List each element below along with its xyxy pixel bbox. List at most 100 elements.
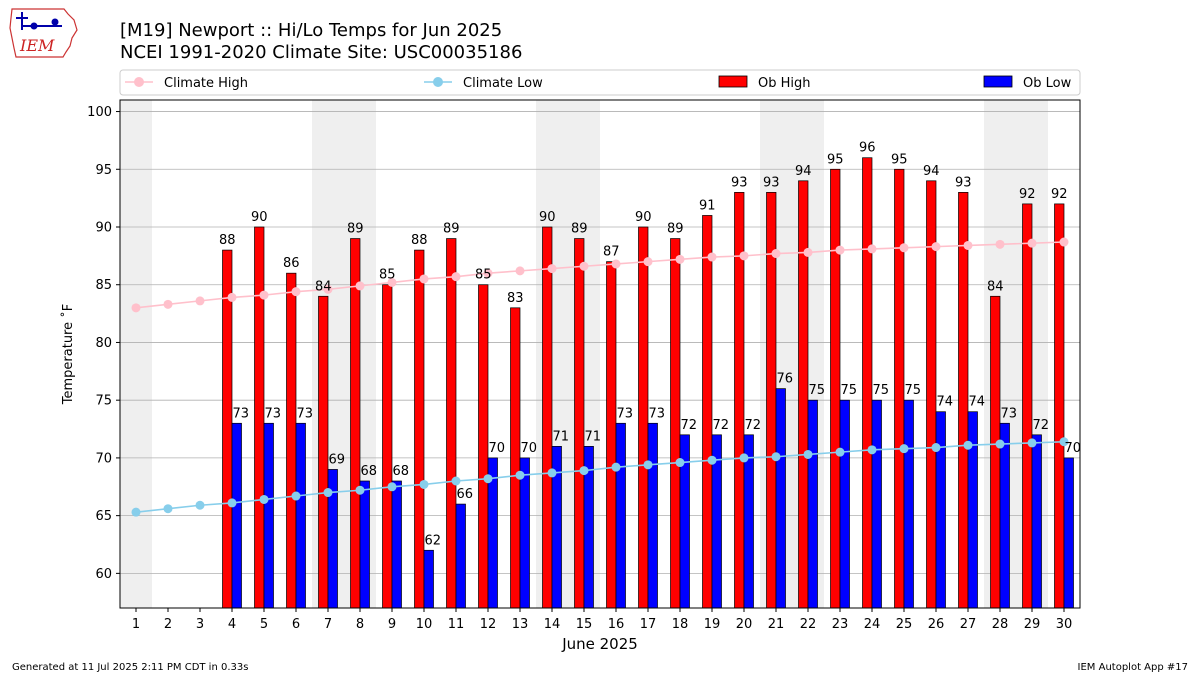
x-axis-title: June 2025 xyxy=(561,635,638,653)
ob-low-bar xyxy=(231,422,242,609)
climate-low-point xyxy=(771,452,781,462)
ob-high-label: 93 xyxy=(955,175,972,190)
ob-high-bar xyxy=(894,168,905,609)
climate-low-point xyxy=(899,444,909,454)
ob-low-label: 73 xyxy=(616,406,633,421)
climate-high-point xyxy=(867,244,877,254)
ob-high-label: 88 xyxy=(219,233,236,248)
ob-low-label: 69 xyxy=(328,452,345,467)
ob-high-bar xyxy=(830,168,841,609)
climate-low-point xyxy=(963,440,973,450)
climate-high-point xyxy=(387,277,397,287)
legend-ob-high-swatch xyxy=(718,75,748,88)
legend-ob-low: Ob Low xyxy=(983,75,1072,91)
ob-low-bar xyxy=(295,422,306,609)
x-tick-label: 16 xyxy=(608,617,625,632)
ob-high-label: 87 xyxy=(603,245,620,260)
ob-low-bar xyxy=(263,422,274,609)
climate-low-point xyxy=(323,488,333,498)
ob-high-bar xyxy=(798,180,809,609)
y-tick-label: 70 xyxy=(95,451,112,466)
logo-text: IEM xyxy=(19,36,55,55)
climate-high-point xyxy=(515,266,525,276)
ob-high-bar xyxy=(670,238,681,609)
ob-high-bar xyxy=(414,249,425,609)
climate-high-point xyxy=(163,299,173,309)
ob-low-bar xyxy=(647,422,658,609)
climate-high-point xyxy=(355,281,365,291)
climate-low-point xyxy=(707,455,717,465)
x-tick-label: 14 xyxy=(544,617,561,632)
ob-high-bar xyxy=(222,249,233,609)
ob-high-label: 93 xyxy=(763,175,780,190)
ob-low-bar xyxy=(775,388,786,609)
climate-low-point xyxy=(579,466,589,476)
weather-station-icon xyxy=(16,12,62,30)
ob-low-bar xyxy=(903,399,914,609)
ob-high-label: 89 xyxy=(347,222,364,237)
ob-low-bar xyxy=(615,422,626,609)
climate-low-point xyxy=(355,485,365,495)
ob-high-label: 85 xyxy=(379,268,396,283)
climate-high-point xyxy=(643,257,653,267)
ob-high-bar xyxy=(606,261,617,609)
ob-low-bar xyxy=(359,480,370,609)
ob-low-label: 74 xyxy=(968,395,985,410)
ob-low-label: 73 xyxy=(1000,406,1017,421)
legend-ob-high-label: Ob High xyxy=(758,76,811,91)
x-tick-label: 10 xyxy=(416,617,433,632)
climate-high-point xyxy=(1027,238,1037,248)
y-tick-label: 100 xyxy=(87,105,112,120)
ob-high-bar xyxy=(254,226,265,609)
ob-high-label: 92 xyxy=(1051,187,1068,202)
ob-high-label: 84 xyxy=(987,279,1004,294)
x-tick-label: 20 xyxy=(736,617,753,632)
ob-high-label: 89 xyxy=(443,222,460,237)
legend-ob-low-label: Ob Low xyxy=(1023,76,1072,91)
x-tick-label: 15 xyxy=(576,617,593,632)
ob-low-label: 75 xyxy=(904,383,921,398)
climate-low-point xyxy=(515,470,525,480)
generated-footer: Generated at 11 Jul 2025 2:11 PM CDT in … xyxy=(12,662,248,673)
climate-high-point xyxy=(963,240,973,250)
ob-high-label: 95 xyxy=(891,152,908,167)
x-tick-label: 29 xyxy=(1024,617,1041,632)
iowa-outline-icon xyxy=(9,8,78,58)
climate-high-point xyxy=(611,259,621,269)
x-tick-label: 12 xyxy=(480,617,497,632)
ob-high-bar xyxy=(574,238,585,609)
ob-high-label: 88 xyxy=(411,233,428,248)
ob-low-bar xyxy=(391,480,402,609)
ob-high-bar xyxy=(446,238,457,609)
climate-low-point xyxy=(259,494,269,504)
ob-low-label: 62 xyxy=(424,533,441,548)
climate-low-point xyxy=(1059,437,1069,447)
x-tick-label: 26 xyxy=(928,617,945,632)
ob-low-bar xyxy=(455,503,466,609)
ob-high-label: 89 xyxy=(667,222,684,237)
climate-high-point xyxy=(739,251,749,261)
ob-low-bar xyxy=(1063,457,1074,609)
climate-low-point xyxy=(739,453,749,463)
ob-low-label: 68 xyxy=(392,464,409,479)
x-tick-label: 6 xyxy=(292,617,300,632)
ob-low-bar xyxy=(807,399,818,609)
climate-low-point xyxy=(675,458,685,468)
ob-high-bar xyxy=(350,238,361,609)
climate-low-point xyxy=(387,482,397,492)
app-footer: IEM Autoplot App #17 xyxy=(1078,662,1188,673)
ob-high-label: 95 xyxy=(827,152,844,167)
climate-high-point xyxy=(675,254,685,264)
climate-low-point xyxy=(163,504,173,514)
x-tick-label: 30 xyxy=(1056,617,1073,632)
ob-high-label: 93 xyxy=(731,175,748,190)
y-tick-label: 75 xyxy=(95,394,112,409)
x-tick-label: 24 xyxy=(864,617,881,632)
ob-high-label: 85 xyxy=(475,268,492,283)
x-tick-label: 4 xyxy=(228,617,236,632)
climate-lines xyxy=(131,237,1069,517)
ob-high-label: 90 xyxy=(635,210,652,225)
ob-high-label: 92 xyxy=(1019,187,1036,202)
weekend-band xyxy=(120,100,152,608)
ob-high-bar xyxy=(958,192,969,609)
